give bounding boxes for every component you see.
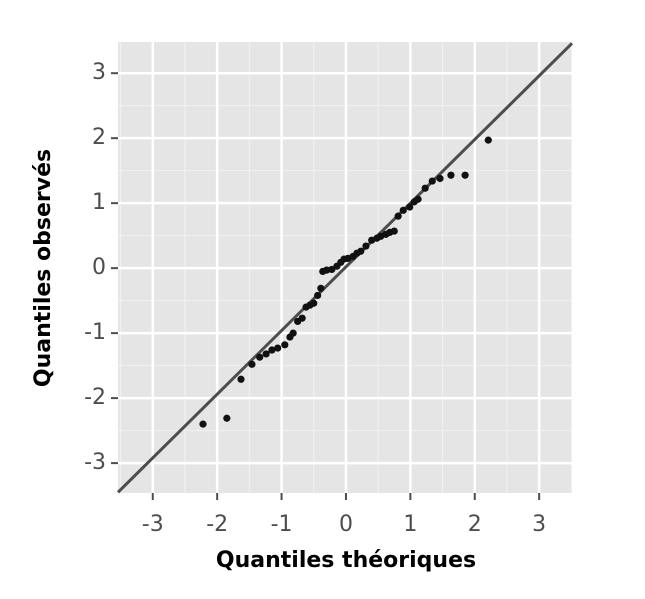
data-point (461, 171, 469, 179)
data-point (310, 299, 318, 307)
data-point (421, 184, 429, 192)
data-point (223, 414, 231, 422)
data-point (436, 174, 444, 183)
x-tick-label: -2 (206, 512, 228, 537)
y-axis-title: Quantiles observés (31, 149, 56, 387)
x-tick-label: 3 (532, 512, 546, 537)
data-point (237, 375, 245, 383)
y-tick-label: -1 (84, 320, 106, 345)
data-point (298, 314, 306, 322)
data-point (362, 242, 370, 250)
data-point (406, 203, 414, 211)
x-tick-label: 1 (403, 512, 417, 537)
y-tick-label: 1 (92, 190, 106, 215)
data-point (357, 247, 365, 255)
data-point (390, 227, 398, 235)
data-point (256, 353, 264, 361)
data-point (317, 284, 325, 292)
y-tick-label: 0 (92, 255, 106, 280)
data-point (399, 206, 407, 214)
data-point (394, 212, 402, 220)
data-point (199, 420, 207, 428)
x-tick-label: -1 (271, 512, 293, 537)
data-point (447, 171, 455, 179)
data-point (289, 329, 297, 337)
x-tick-label: 0 (339, 512, 353, 537)
data-point (262, 350, 270, 358)
data-point (414, 195, 422, 203)
y-tick-label: -3 (84, 450, 106, 475)
data-point (268, 346, 276, 354)
data-point (274, 344, 282, 352)
y-tick-label: 3 (92, 60, 106, 85)
x-tick-label: 2 (468, 512, 482, 537)
x-axis-title: Quantiles théoriques (216, 548, 476, 573)
y-tick-label: 2 (92, 125, 106, 150)
data-point (281, 341, 289, 349)
reference-line (116, 42, 574, 494)
y-tick-label: -2 (84, 385, 106, 410)
data-point (328, 265, 336, 274)
data-point (314, 291, 322, 300)
data-point (484, 136, 492, 144)
x-tick-label: -3 (142, 512, 164, 537)
data-point (248, 360, 256, 368)
data-point (428, 177, 436, 185)
